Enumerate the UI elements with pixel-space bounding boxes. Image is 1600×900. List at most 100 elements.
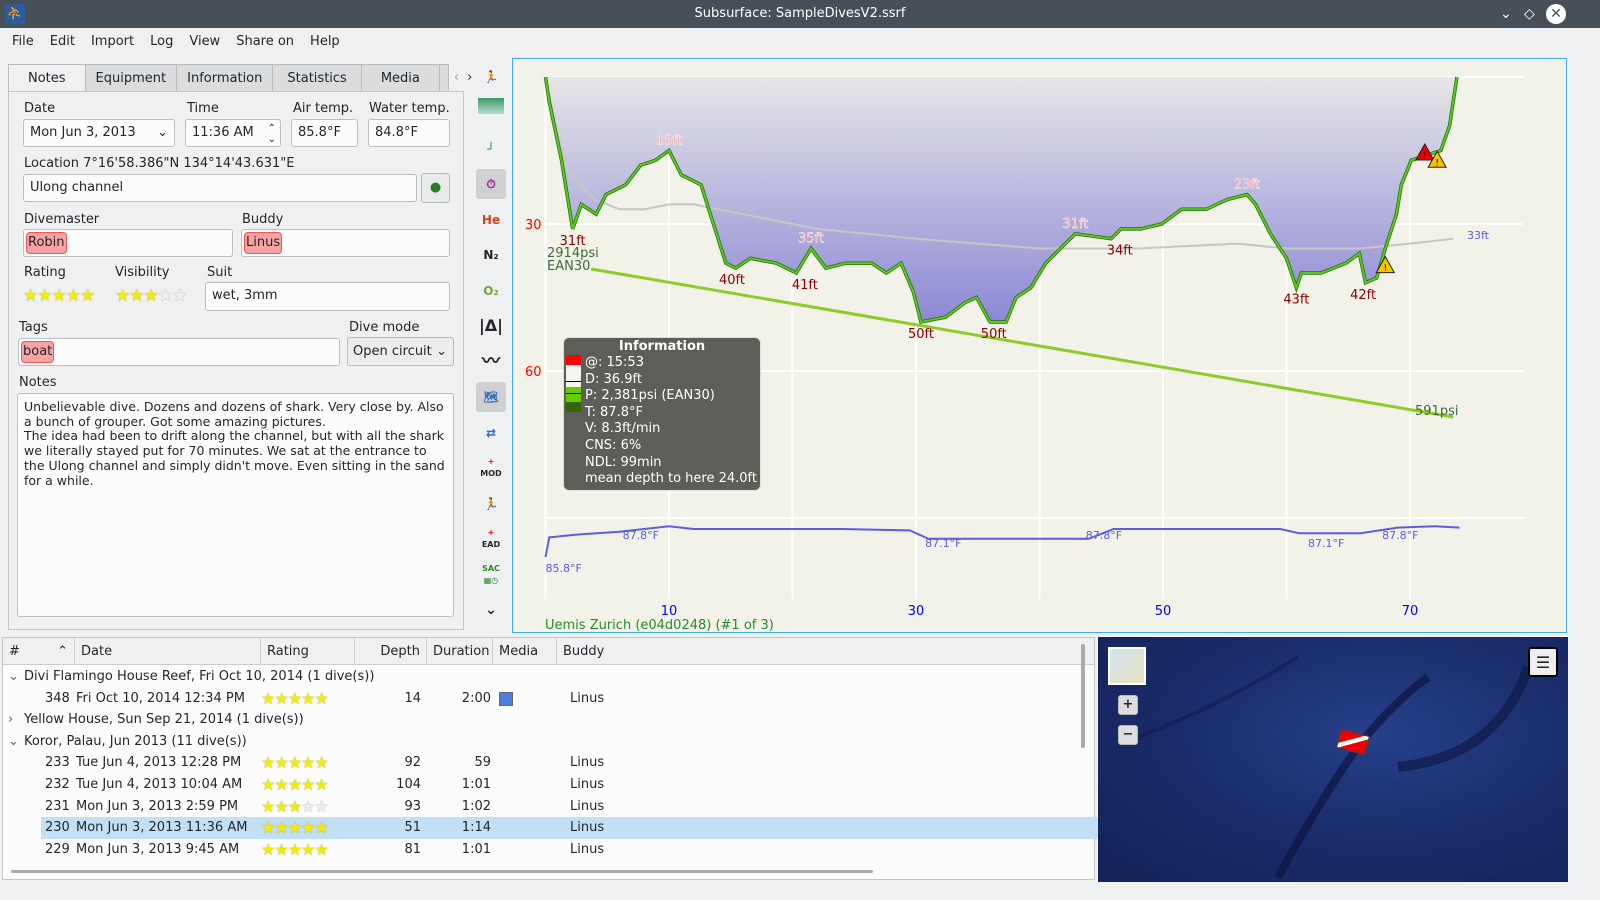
ead-icon[interactable]: + EAD bbox=[481, 528, 501, 549]
location-globe-button[interactable]: ● bbox=[421, 173, 450, 203]
menu-file[interactable]: File bbox=[12, 34, 34, 49]
event-exclamation: ! bbox=[1435, 158, 1439, 168]
vertical-scrollbar[interactable] bbox=[1081, 644, 1085, 748]
map-zoom-out-button[interactable]: − bbox=[1118, 725, 1138, 745]
notes-textarea[interactable]: Unbelievable dive. Dozens and dozens of … bbox=[17, 393, 454, 617]
warning-event-icon bbox=[1427, 150, 1448, 168]
dive-row[interactable]: 231 Mon Jun 3, 2013 2:59 PM ★★★★★ 93 1:0… bbox=[3, 796, 1073, 818]
dive-trip-row[interactable]: ⌄ Koror, Palau, Jun 2013 (11 dive(s)) bbox=[3, 731, 1073, 753]
water-temp-input[interactable]: 84.8°F bbox=[368, 119, 450, 147]
menu-help[interactable]: Help bbox=[310, 34, 340, 49]
map-zoom-in-button[interactable]: + bbox=[1118, 695, 1138, 715]
dive-row[interactable]: 230 Mon Jun 3, 2013 11:36 AM ★★★★★ 51 1:… bbox=[41, 817, 1111, 839]
tab-information[interactable]: Information bbox=[176, 64, 274, 92]
star-icon: ★ bbox=[51, 286, 67, 306]
suit-input[interactable]: wet, 3mm bbox=[205, 282, 450, 311]
dive-trip-row[interactable]: › Yellow House, Sun Sep 21, 2014 (1 dive(… bbox=[3, 709, 1073, 731]
expand-right-icon[interactable]: › bbox=[8, 712, 14, 728]
menu-import[interactable]: Import bbox=[90, 34, 135, 49]
minimize-button[interactable]: ⌄ bbox=[1500, 6, 1512, 22]
dive-date: Fri Oct 10, 2014 12:34 PM bbox=[76, 690, 245, 706]
col-media[interactable]: Media bbox=[493, 638, 557, 664]
tab-scroll-left-icon[interactable]: ‹ bbox=[453, 70, 460, 85]
line-graph-icon[interactable]: 〰 bbox=[482, 350, 500, 372]
helium-icon[interactable]: He bbox=[481, 212, 501, 227]
map-menu-hamburger-icon[interactable]: ☰ bbox=[1528, 647, 1558, 677]
tag-chip[interactable]: boat bbox=[21, 341, 55, 363]
information-box: Information @: 15:53 D: 36.9ft P: 2,381p… bbox=[563, 337, 761, 491]
dive-row[interactable]: 348 Fri Oct 10, 2014 12:34 PM ★★★★★ 14 2… bbox=[3, 688, 1073, 710]
info-temperature: T: 87.8°F bbox=[585, 404, 643, 420]
col-buddy[interactable]: Buddy bbox=[563, 644, 605, 659]
maximize-button[interactable]: ◇ bbox=[1524, 6, 1535, 22]
nitrogen-icon[interactable]: N₂ bbox=[483, 248, 499, 262]
tissue-heatmap-icon[interactable] bbox=[476, 98, 506, 128]
pictures-icon[interactable]: 🗺 bbox=[476, 382, 506, 412]
window-title: Subsurface: SampleDivesV2.ssrf bbox=[694, 6, 906, 21]
col-date[interactable]: Date bbox=[75, 638, 261, 664]
delta-ruler-icon[interactable]: |Δ| bbox=[478, 316, 504, 335]
media-icon[interactable] bbox=[499, 691, 513, 706]
dive-mode-select[interactable]: Open circuit ⌄ bbox=[347, 337, 454, 366]
dive-row[interactable]: 229 Mon Jun 3, 2013 9:45 AM ★★★★★ 81 1:0… bbox=[3, 839, 1073, 861]
dive-profile-chart[interactable]: 31ft 15ft 40ft 35ft 41ft 50ft 50ft 31ft 34ft 23ft… bbox=[512, 58, 1567, 633]
star-icon: ★ bbox=[157, 286, 173, 306]
visibility-label: Visibility bbox=[115, 265, 170, 280]
tab-statistics[interactable]: Statistics bbox=[272, 64, 362, 92]
col-duration[interactable]: Duration bbox=[427, 638, 493, 664]
spin-arrows-icon[interactable]: ⌃ ⌄ bbox=[267, 123, 276, 145]
expand-down-icon[interactable]: ⌄ bbox=[8, 733, 19, 749]
gas-switch-icon[interactable]: ⇄ bbox=[485, 425, 497, 440]
close-button[interactable]: ✕ bbox=[1546, 4, 1566, 24]
depth-label: 50ft bbox=[981, 327, 1007, 342]
tab-scroll-right-icon[interactable]: › bbox=[467, 70, 473, 85]
dive-number: 348 bbox=[45, 690, 70, 706]
menu-share[interactable]: Share on bbox=[236, 34, 295, 49]
map-overview-thumbnail[interactable] bbox=[1108, 647, 1146, 685]
buddy-input[interactable]: Linus bbox=[241, 229, 450, 257]
dive-row[interactable]: 233 Tue Jun 4, 2013 12:28 PM ★★★★★ 92 59… bbox=[3, 752, 1073, 774]
sac-icon[interactable]: SAC ▦◷ bbox=[482, 563, 500, 585]
dive-duration: 1:01 bbox=[461, 841, 491, 857]
oxygen-icon[interactable]: O₂ bbox=[483, 283, 499, 298]
date-picker[interactable]: Mon Jun 3, 2013 ⌄ bbox=[23, 119, 175, 147]
expand-down-icon[interactable]: ⌄ bbox=[8, 669, 19, 684]
profile-ruler-icon[interactable]: 🏃 bbox=[483, 70, 499, 84]
tab-equipment[interactable]: Equipment bbox=[84, 64, 178, 92]
depth-label: 43ft bbox=[1283, 293, 1309, 308]
tab-media[interactable]: Media bbox=[360, 64, 440, 92]
menu-edit[interactable]: Edit bbox=[49, 34, 75, 49]
dive-map[interactable]: + − ☰ bbox=[1098, 637, 1568, 882]
visibility-stars[interactable]: ★★★★★ bbox=[115, 286, 187, 306]
pressure-line bbox=[590, 267, 1454, 419]
col-number[interactable]: # ⌃ bbox=[3, 638, 75, 664]
ceiling-icon[interactable]: ┘ bbox=[487, 141, 495, 156]
rating-stars[interactable]: ★★★★★ bbox=[23, 286, 95, 306]
tags-input[interactable]: boat bbox=[18, 338, 340, 366]
tab-more[interactable]: E bbox=[438, 64, 449, 92]
dive-computer-label: Uemis Zurich (e04d0248) (#1 of 3) bbox=[545, 618, 774, 633]
mod-icon[interactable]: + MOD bbox=[480, 457, 502, 478]
dive-rating-stars: ★★★★★ bbox=[261, 818, 329, 838]
toolbar-more-icon[interactable]: ⌄ bbox=[485, 602, 497, 618]
air-temp-input[interactable]: 85.8°F bbox=[291, 119, 358, 147]
divemaster-input[interactable]: Robin bbox=[23, 229, 233, 257]
col-depth[interactable]: Depth bbox=[355, 638, 427, 664]
menu-view[interactable]: View bbox=[189, 34, 221, 49]
col-rating[interactable]: Rating bbox=[261, 638, 355, 664]
time-spinbox[interactable]: 11:36 AM ⌃ ⌄ bbox=[185, 119, 281, 147]
ndl-tts-icon[interactable]: 🏃 bbox=[483, 496, 499, 511]
info-ndl: NDL: 99min bbox=[585, 454, 662, 470]
location-input[interactable]: Ulong channel bbox=[23, 174, 417, 202]
star-icon: ★ bbox=[65, 286, 81, 306]
buddy-chip[interactable]: Linus bbox=[244, 232, 283, 254]
time-tick-label: 70 bbox=[1402, 604, 1419, 619]
dive-row[interactable]: 232 Tue Jun 4, 2013 10:04 AM ★★★★★ 104 1… bbox=[3, 774, 1073, 796]
menu-log[interactable]: Log bbox=[150, 34, 174, 49]
dive-trip-row[interactable]: ⌄ Divi Flamingo House Reef, Fri Oct 10, 2… bbox=[3, 666, 1073, 688]
divemaster-chip[interactable]: Robin bbox=[26, 232, 67, 254]
tab-notes[interactable]: Notes bbox=[8, 64, 86, 92]
horizontal-scrollbar[interactable] bbox=[11, 870, 873, 873]
calculated-ceiling-icon[interactable]: ⏱ bbox=[476, 169, 506, 199]
dive-date: Tue Jun 4, 2013 10:04 AM bbox=[76, 777, 243, 792]
